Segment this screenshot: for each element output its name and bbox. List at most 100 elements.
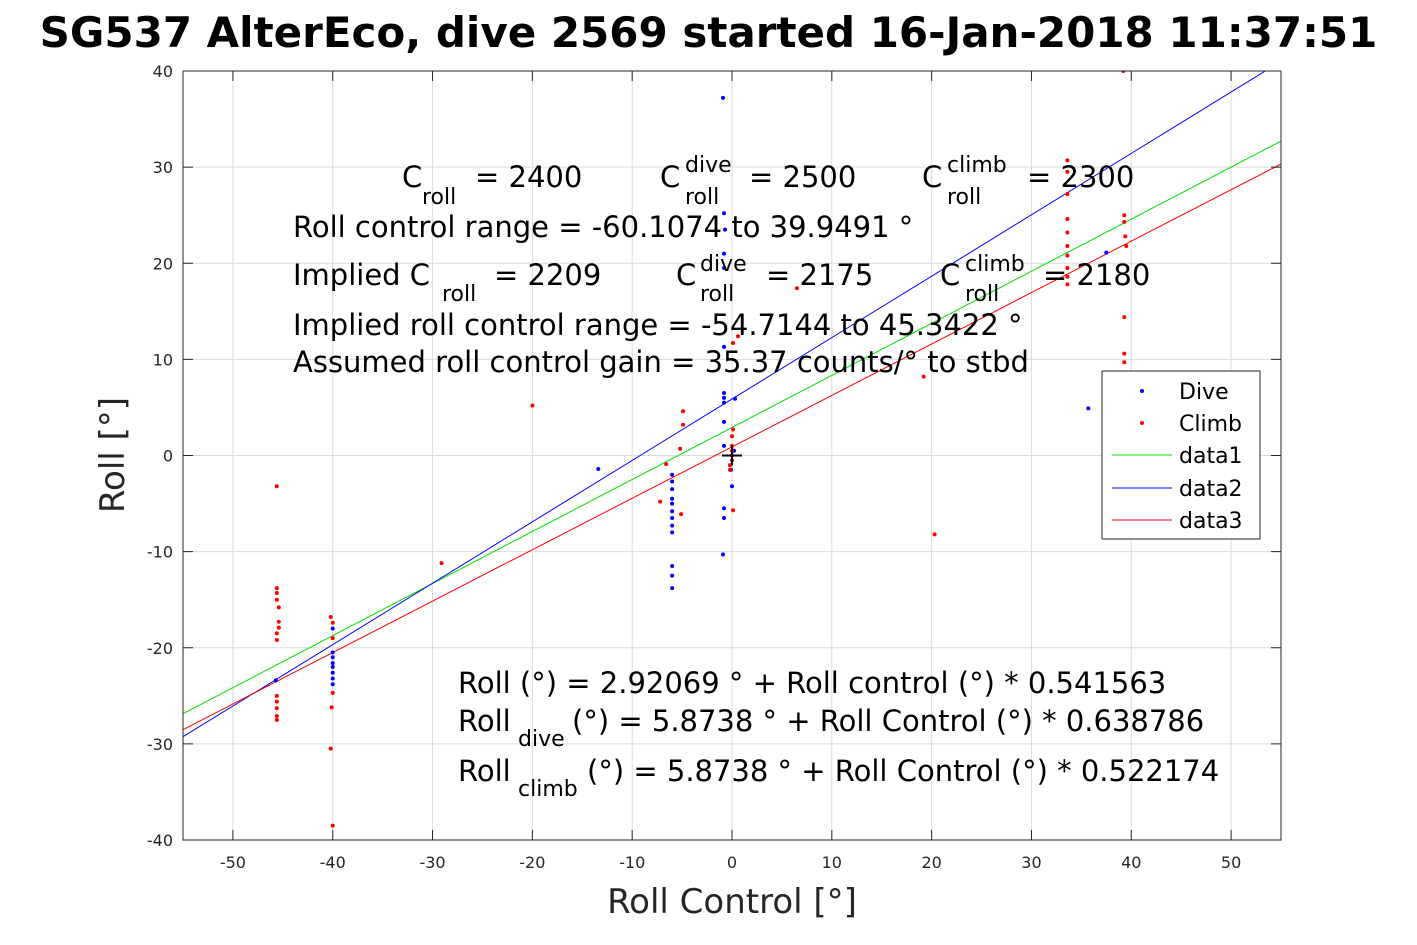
- svg-text:climb: climb: [965, 252, 1025, 277]
- point-dive: [670, 509, 675, 514]
- svg-text:= 2209: = 2209: [494, 258, 601, 292]
- point-dive: [273, 678, 278, 683]
- origin-plus-marker: [722, 445, 742, 466]
- point-climb: [658, 499, 663, 504]
- point-climb: [730, 508, 735, 513]
- point-climb: [274, 631, 279, 636]
- point-dive: [722, 515, 727, 520]
- point-climb: [728, 467, 733, 472]
- x-tick-label: -10: [619, 853, 645, 872]
- svg-text:C: C: [676, 258, 696, 292]
- point-climb: [276, 605, 281, 610]
- point-climb: [330, 636, 335, 641]
- point-dive: [721, 95, 726, 100]
- point-climb: [794, 286, 799, 291]
- point-dive: [596, 466, 601, 471]
- point-climb: [330, 823, 335, 828]
- point-climb: [530, 403, 535, 408]
- legend-label-data2: data2: [1179, 477, 1243, 502]
- point-dive: [722, 506, 727, 511]
- point-dive: [1104, 250, 1109, 255]
- point-dive: [722, 266, 727, 271]
- legend-item-data3: data3: [1112, 509, 1243, 534]
- point-climb: [679, 512, 684, 517]
- point-climb: [932, 532, 937, 537]
- point-dive: [670, 472, 675, 477]
- annotation-roll-control-range: Roll control range = -60.1074 to 39.9491…: [293, 210, 913, 244]
- x-tick-label: 30: [1021, 853, 1041, 872]
- legend-item-dive: Dive: [1140, 380, 1229, 405]
- svg-text:Roll: Roll: [458, 754, 511, 788]
- point-climb: [1065, 158, 1070, 163]
- svg-text:roll: roll: [947, 185, 981, 210]
- point-climb: [274, 586, 279, 591]
- point-dive: [721, 552, 726, 557]
- point-dive: [670, 586, 675, 591]
- x-axis-label: Roll Control [°]: [607, 882, 857, 922]
- svg-text:roll: roll: [700, 282, 734, 307]
- annotation-croll-dive: C dive roll = 2500: [660, 153, 856, 210]
- ticks: [183, 70, 1281, 841]
- point-climb: [1065, 217, 1070, 222]
- svg-text:= 2180: = 2180: [1043, 258, 1150, 292]
- point-dive: [722, 344, 727, 349]
- point-climb: [274, 706, 279, 711]
- x-tick-label: -40: [320, 853, 346, 872]
- svg-text:C: C: [940, 258, 960, 292]
- point-dive: [722, 211, 727, 216]
- point-climb: [1065, 192, 1070, 197]
- annotation-implied-range: Implied roll control range = -54.7144 to…: [293, 308, 1023, 342]
- y-tick-label: 0: [163, 447, 173, 466]
- annotation-fit-climb: Roll climb (°) = 5.8738 ° + Roll Control…: [458, 754, 1219, 802]
- svg-text:= 2175: = 2175: [766, 258, 873, 292]
- point-dive: [670, 573, 675, 578]
- x-tick-label: -50: [220, 853, 246, 872]
- y-tick-label: -30: [147, 735, 173, 754]
- point-climb: [681, 422, 686, 427]
- point-climb: [274, 699, 279, 704]
- svg-text:dive: dive: [685, 153, 732, 178]
- point-dive: [330, 664, 335, 669]
- svg-text:roll: roll: [965, 282, 999, 307]
- svg-text:roll: roll: [685, 185, 719, 210]
- svg-text:climb: climb: [518, 777, 578, 802]
- legend-item-data2: data2: [1112, 477, 1243, 502]
- legend-label-dive: Dive: [1179, 380, 1229, 405]
- point-dive: [670, 523, 675, 528]
- point-dive: [330, 655, 335, 660]
- point-dive: [330, 682, 335, 687]
- point-dive: [330, 676, 335, 681]
- point-dive: [722, 443, 727, 448]
- y-tick-label: -40: [147, 831, 173, 850]
- point-climb: [1065, 169, 1070, 174]
- legend-swatch-climb: [1140, 421, 1144, 425]
- point-climb: [730, 427, 735, 432]
- annotation-fit-dive: Roll dive (°) = 5.8738 ° + Roll Control …: [458, 704, 1204, 752]
- chart-title: SG537 AlterEco, dive 2569 started 16-Jan…: [39, 8, 1378, 57]
- point-climb: [274, 717, 279, 722]
- legend-label-data3: data3: [1179, 509, 1243, 534]
- svg-text:roll: roll: [442, 282, 476, 307]
- point-climb: [921, 374, 926, 379]
- x-tick-label: 20: [921, 853, 941, 872]
- legend-item-climb: Climb: [1140, 412, 1242, 437]
- point-climb: [274, 590, 279, 595]
- svg-text:Implied C: Implied C: [293, 258, 430, 292]
- point-dive: [722, 395, 727, 400]
- point-dive: [670, 564, 675, 569]
- legend-swatch-dive: [1140, 389, 1144, 393]
- point-dive: [330, 626, 335, 631]
- y-tick-label: 20: [153, 254, 173, 273]
- annotation-fit: Roll (°) = 2.92069 ° + Roll control (°) …: [458, 666, 1166, 700]
- point-climb: [678, 446, 683, 451]
- y-tick-label: 30: [153, 158, 173, 177]
- x-tick-label: 50: [1221, 853, 1241, 872]
- point-climb: [328, 746, 333, 751]
- point-climb: [681, 409, 686, 414]
- point-climb: [664, 462, 669, 467]
- point-climb: [328, 614, 333, 619]
- legend-label-data1: data1: [1179, 444, 1243, 469]
- svg-text:C: C: [660, 160, 680, 194]
- point-climb: [330, 690, 335, 695]
